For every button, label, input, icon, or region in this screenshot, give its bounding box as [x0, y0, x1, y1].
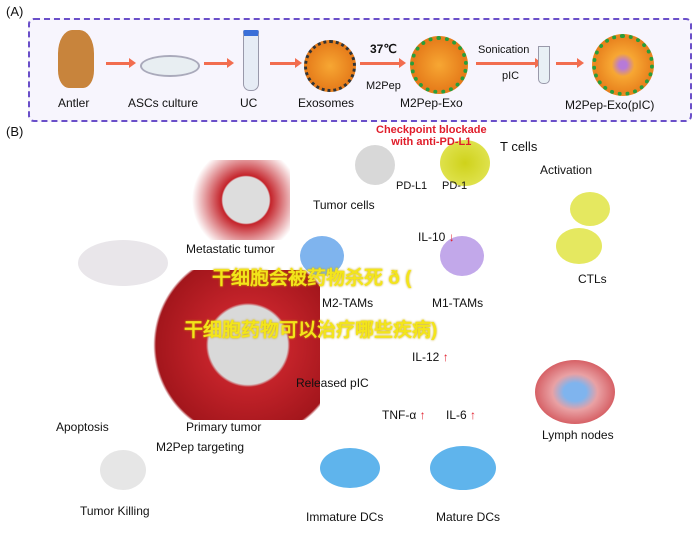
arrow — [556, 58, 584, 68]
il6-label: IL-6 ↑ — [446, 408, 476, 422]
checkpoint-label: Checkpoint blockade with anti-PD-L1 — [376, 124, 487, 148]
m2pep-targeting-label: M2Pep targeting — [156, 440, 245, 454]
metastatic-tumor-label: Metastatic tumor — [186, 242, 275, 256]
deer-icon — [58, 30, 94, 88]
tnf-text: TNF-α — [382, 408, 417, 422]
activation-label: Activation — [540, 163, 593, 177]
up-arrow-icon: ↑ — [419, 408, 426, 422]
tumor-cell — [355, 145, 395, 185]
mouse-icon — [78, 240, 168, 286]
released-pic-label: Released pIC — [296, 376, 369, 390]
pd-1-label: PD-1 — [442, 180, 468, 192]
ctls-label: CTLs — [578, 272, 607, 286]
il6-text: IL-6 — [446, 408, 467, 422]
mature-dcs-label: Mature DCs — [436, 510, 501, 524]
tumor-cells-label: Tumor cells — [313, 198, 375, 212]
step-exosomes: Exosomes — [298, 96, 355, 110]
lymph-node-graphic — [535, 360, 615, 424]
arrow — [476, 58, 542, 68]
tumor-killing-cell — [100, 450, 146, 490]
up-arrow-icon: ↑ — [442, 350, 449, 364]
step-m2pep-exo: M2Pep-Exo — [400, 96, 463, 110]
panel-b-label: (B) — [6, 124, 24, 139]
tnf-label: TNF-α ↑ — [382, 408, 426, 422]
watermark-line-1: 干细胞会被药物杀死 ð ( — [212, 268, 412, 289]
arrow — [204, 58, 234, 68]
step-antler: Antler — [58, 96, 90, 110]
petri-dish-icon — [140, 55, 200, 77]
primary-tumor-label: Primary tumor — [186, 420, 262, 434]
tumor-vessel-graphic — [140, 270, 320, 420]
panel-a-label: (A) — [6, 4, 24, 19]
pd-l1-label: PD-L1 — [396, 180, 428, 192]
m2pep-exo-pic-icon — [592, 34, 654, 96]
mature-dc-cell — [430, 446, 496, 490]
lymph-nodes-label: Lymph nodes — [542, 428, 614, 442]
arrow — [106, 58, 136, 68]
watermark-line-2: 干细胞药物可以治疗哪些疾病) — [184, 320, 438, 341]
step-ascs-culture: ASCs culture — [128, 96, 199, 110]
exosome-icon — [304, 40, 356, 92]
arrow — [360, 58, 406, 68]
sonication-label: Sonication — [478, 44, 530, 56]
immature-dcs-label: Immature DCs — [306, 510, 384, 524]
m1-tam-cell — [440, 236, 484, 276]
pic-label: pIC — [502, 70, 520, 82]
ctl-cell — [570, 192, 610, 226]
apoptosis-label: Apoptosis — [56, 420, 109, 434]
m2-tams-label: M2-TAMs — [322, 296, 374, 310]
m1-tams-label: M1-TAMs — [432, 296, 484, 310]
down-arrow-icon: ↓ — [448, 230, 455, 244]
m2pep-exo-icon — [410, 36, 468, 94]
ctl-cell — [556, 228, 602, 264]
il10-label: IL-10 ↓ — [418, 230, 455, 244]
m2pep-label: M2Pep — [366, 80, 401, 92]
t-cell — [440, 140, 490, 186]
tumor-killing-label: Tumor Killing — [80, 504, 150, 518]
tube-icon — [243, 30, 259, 91]
t-cells-label: T cells — [500, 139, 538, 154]
il10-text: IL-10 — [418, 230, 446, 244]
panel-a-box — [28, 18, 692, 122]
metastatic-tumor-graphic — [180, 160, 290, 240]
temperature-label: 37℃ — [370, 42, 397, 56]
step-uc: UC — [240, 96, 258, 110]
m2-tam-cell — [300, 236, 344, 276]
il12-text: IL-12 — [412, 350, 440, 364]
immature-dc-cell — [320, 448, 380, 488]
step-m2pep-exo-pic: M2Pep-Exo(pIC) — [565, 98, 655, 112]
vial-icon — [538, 46, 550, 84]
il12-label: IL-12 ↑ — [412, 350, 449, 364]
up-arrow-icon: ↑ — [470, 408, 477, 422]
arrow — [270, 58, 302, 68]
